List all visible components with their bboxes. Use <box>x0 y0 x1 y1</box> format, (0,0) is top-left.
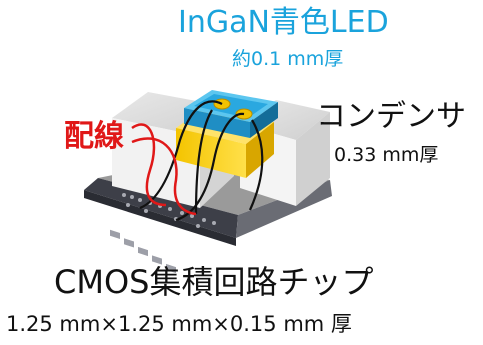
wiring-label: 配線 <box>64 119 124 154</box>
chip-title: CMOS集積回路チップ <box>54 263 374 301</box>
led-thickness: 約0.1 mm厚 <box>232 48 344 70</box>
bond-wires <box>139 100 264 222</box>
led-title: InGaN青色LED <box>178 5 389 40</box>
wiring-pointers <box>131 123 197 216</box>
capacitor-title: コンデンサ <box>316 99 466 134</box>
capacitor-thickness: 0.33 mm厚 <box>334 144 439 166</box>
chip-dimensions: 1.25 mm×1.25 mm×0.15 mm 厚 <box>6 312 352 336</box>
